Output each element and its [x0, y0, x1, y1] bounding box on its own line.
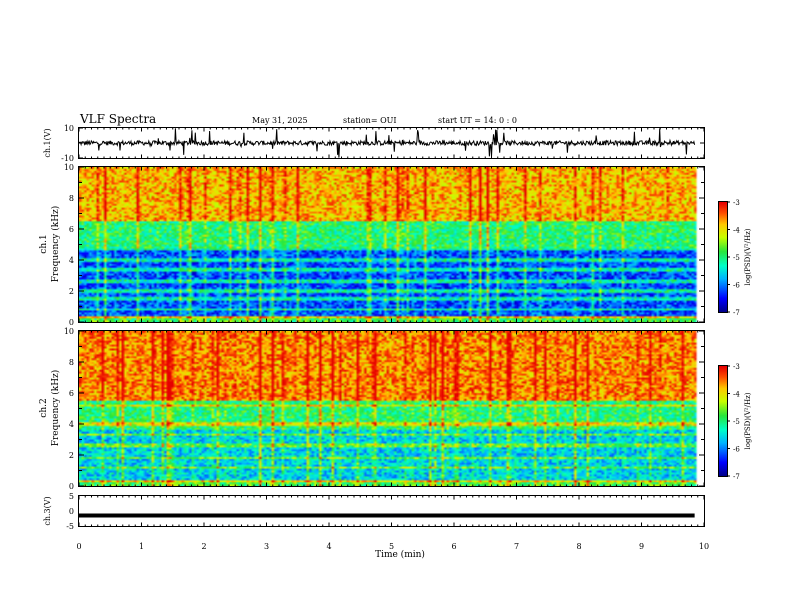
time-tick-label: 9: [639, 542, 644, 551]
ch2-spectrogram-yticks: 0 2 4 6 8 10: [64, 327, 704, 491]
ch1-colorbar-ticks: -3 -4 -5 -6 -7: [727, 199, 740, 317]
ch1-ytick-bottom: -10: [61, 154, 74, 163]
freq-tick-label: 8: [69, 358, 74, 367]
time-tick-label: 8: [576, 542, 581, 551]
ch2-colorbar: -3 -4 -5 -6 -7 log(PSD)(V²/Hz): [718, 363, 752, 481]
colorbar-tick-label: -3: [733, 363, 740, 371]
header-start-time: start UT = 14: 0 : 0: [438, 116, 517, 125]
ch3-waveform-trace: [79, 513, 695, 518]
ch1-spectrogram-ylabel-channel: ch.1: [39, 234, 49, 253]
panel-ch1-spectrogram: 0 2 4 6 8 10 ch.1 Frequency (kHz): [39, 163, 705, 327]
header-station: station= OUI: [343, 116, 397, 125]
time-axis-ticks: 0 1 2 3 4 5 6 7 8 9 10: [76, 127, 709, 551]
ch3-ytick-top: 5: [69, 492, 74, 501]
freq-tick-label: 8: [69, 194, 74, 203]
ch1-waveform-ticks: [79, 127, 704, 159]
freq-tick-label: 6: [69, 389, 74, 398]
freq-tick-label: 0: [69, 482, 74, 491]
freq-tick-label: 2: [69, 287, 74, 296]
ch3-waveform-frame: [78, 495, 705, 527]
colorbar-tick-label: -7: [733, 473, 740, 481]
freq-tick-label: 6: [69, 225, 74, 234]
colorbar-tick-label: -6: [733, 446, 740, 454]
time-tick-label: 2: [201, 542, 206, 551]
ch2-spectrogram-ylabel-channel: ch.2: [39, 398, 49, 417]
freq-tick-label: 4: [69, 420, 74, 429]
colorbar-tick-label: -5: [733, 254, 740, 262]
time-tick-label: 7: [514, 542, 519, 551]
colorbar-tick-label: -4: [733, 391, 740, 399]
colorbar-tick-label: -4: [733, 227, 740, 235]
ch1-spectrogram-yticks: 0 2 4 6 8 10: [64, 163, 704, 327]
freq-tick-label: 2: [69, 451, 74, 460]
colorbar-tick-label: -6: [733, 282, 740, 290]
colorbar-tick-label: -7: [733, 309, 740, 317]
panel-ch2-spectrogram: 0 2 4 6 8 10 ch.2 Frequency (kHz): [39, 327, 705, 491]
colorbar-tick-label: -3: [733, 199, 740, 207]
ch1-colorbar-gradient: [719, 202, 727, 312]
time-tick-label: 3: [264, 542, 269, 551]
ch2-colorbar-gradient: [719, 366, 727, 476]
ch3-ytick-mid: 0: [69, 507, 74, 516]
header-date: May 31, 2025: [252, 116, 308, 125]
ch2-spectrogram-ylabel-freq: Frequency (kHz): [50, 370, 61, 447]
freq-tick-label: 10: [64, 163, 74, 172]
colorbar-tick-label: -5: [733, 418, 740, 426]
ch1-spectrogram-image: [79, 167, 704, 322]
freq-tick-label: 10: [64, 327, 74, 336]
freq-tick-label: 0: [69, 318, 74, 327]
ch1-colorbar: -3 -4 -5 -6 -7 log(PSD)(V²/Hz): [718, 199, 752, 317]
ch1-colorbar-label: log(PSD)(V²/Hz): [744, 228, 752, 285]
panel-ch3-waveform: 5 0 -5 ch.3(V): [43, 492, 705, 531]
panel-ch1-waveform: 10 -10 ch.1(V): [43, 124, 705, 163]
freq-tick-label: 4: [69, 256, 74, 265]
ch1-waveform-trace: [78, 128, 696, 158]
ch2-colorbar-ticks: -3 -4 -5 -6 -7: [727, 363, 740, 481]
time-tick-label: 10: [699, 542, 709, 551]
ch1-spectrogram-ylabel-freq: Frequency (kHz): [50, 206, 61, 283]
ch1-ytick-top: 10: [64, 124, 74, 133]
ch2-spectrogram-image: [79, 331, 704, 486]
figure-title: VLF Spectra: [79, 112, 156, 126]
time-tick-label: 4: [326, 542, 331, 551]
ch1-waveform-ylabel: ch.1(V): [43, 128, 52, 157]
time-axis-label: Time (min): [375, 549, 425, 560]
ch3-ytick-bottom: -5: [66, 522, 74, 531]
ch3-waveform-ylabel: ch.3(V): [43, 496, 52, 525]
ch2-colorbar-label: log(PSD)(V²/Hz): [744, 392, 752, 449]
time-tick-label: 1: [139, 542, 144, 551]
time-tick-label: 0: [76, 542, 81, 551]
time-tick-label: 5: [389, 542, 394, 551]
time-tick-label: 6: [451, 542, 456, 551]
